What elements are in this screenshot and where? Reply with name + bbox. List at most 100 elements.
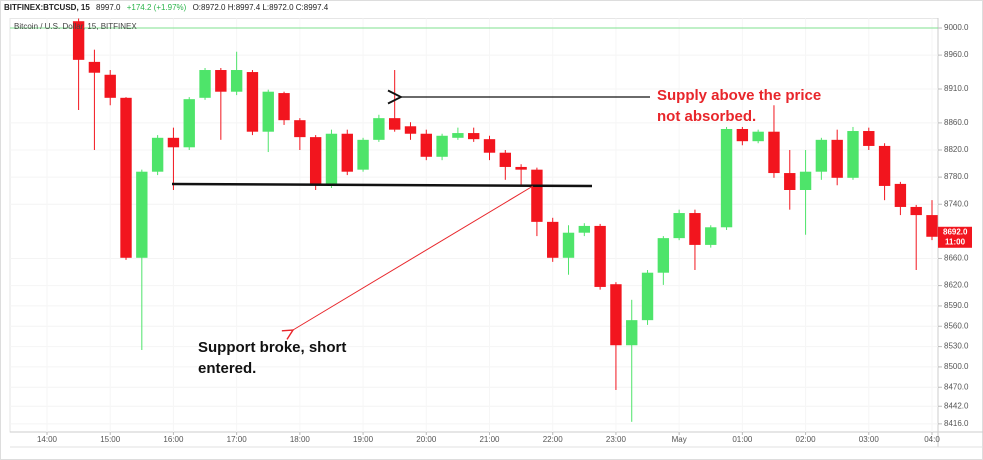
candle-body — [420, 133, 432, 157]
x-tick-label: 15:00 — [100, 435, 121, 444]
candle-body — [547, 221, 559, 258]
candle-body — [736, 128, 749, 142]
y-tick-label: 8530.0 — [944, 342, 969, 351]
candle-body — [531, 169, 543, 222]
candle-body — [910, 206, 922, 216]
candle-body — [578, 225, 591, 233]
candle-body — [610, 284, 622, 346]
y-tick-label: 8780.0 — [944, 172, 969, 181]
price-tag — [938, 226, 972, 248]
y-tick-label: 8470.0 — [944, 382, 969, 391]
annotation: not absorbed. — [657, 108, 756, 125]
y-tick-label: 8500.0 — [944, 362, 969, 371]
candle-body — [436, 135, 448, 157]
candle-body — [325, 133, 338, 186]
x-tick-label: May — [672, 435, 687, 444]
candle-body — [641, 272, 654, 321]
y-tick-label: 9000.0 — [944, 23, 969, 32]
candle-body — [768, 131, 780, 174]
candle-body — [499, 152, 511, 167]
chart-title: Bitcoin / U.S. Dollar, 15, BITFINEX — [14, 22, 137, 31]
candle-body — [468, 133, 480, 140]
header: BITFINEX:BTCUSD, 15 8997.0 +174.2 (+1.97… — [4, 3, 329, 12]
candle-body — [72, 21, 85, 60]
y-tick-label: 8740.0 — [944, 199, 969, 208]
x-tick-label: 19:00 — [353, 435, 374, 444]
y-tick-label: 8860.0 — [944, 118, 969, 127]
candle-body — [847, 131, 859, 178]
y-tick-label: 8820.0 — [944, 145, 969, 154]
change: +174.2 (+1.97%) — [127, 3, 187, 12]
x-tick-label: 17:00 — [227, 435, 248, 444]
candle-body — [926, 215, 938, 237]
candles — [72, 18, 938, 422]
candle-body — [136, 171, 148, 258]
candle-body — [784, 173, 796, 191]
candle-body — [167, 137, 180, 148]
y-tick-label: 8910.0 — [944, 84, 969, 93]
candle-body — [705, 227, 717, 245]
candle-body — [831, 139, 843, 178]
candle-body — [341, 133, 353, 172]
candle-body — [878, 145, 891, 186]
candle-body — [230, 70, 243, 92]
candle-body — [278, 93, 290, 121]
y-tick-label: 8560.0 — [944, 321, 969, 330]
candle-body — [373, 118, 385, 140]
x-tick-label: 01:00 — [732, 435, 753, 444]
y-tick-label: 8660.0 — [944, 254, 969, 263]
x-tick-label: 16:00 — [163, 435, 184, 444]
candle-body — [183, 99, 195, 148]
annotation: Support broke, short — [198, 339, 346, 356]
candle-body — [894, 183, 907, 207]
last-price: 8997.0 — [96, 3, 121, 12]
y-tick-label: 8960.0 — [944, 50, 969, 59]
candle-body — [388, 118, 401, 130]
x-tick-label: 22:00 — [543, 435, 564, 444]
candle-body — [404, 126, 417, 134]
support-line — [171, 182, 593, 188]
symbol: BITFINEX:BTCUSD, 15 — [4, 3, 90, 12]
candle-body — [626, 320, 638, 346]
candle-body — [483, 139, 496, 153]
support-arrow — [293, 185, 534, 330]
x-tick-label: 23:00 — [606, 435, 627, 444]
x-tick-label: 14:00 — [37, 435, 58, 444]
candle-body — [815, 139, 828, 172]
candle-body — [720, 128, 733, 228]
candle-body — [262, 91, 274, 132]
candle-body — [151, 137, 164, 172]
candle-body — [673, 213, 685, 239]
price-tag-label: 8692.0 — [943, 227, 968, 236]
candle-body — [357, 139, 369, 170]
countdown: 11:00 — [945, 237, 966, 246]
y-tick-label: 8442.0 — [944, 401, 969, 410]
candle-body — [246, 72, 259, 132]
y-tick-label: 8416.0 — [944, 419, 969, 428]
candle-body — [452, 133, 464, 138]
candle-body — [294, 120, 306, 138]
candle-body — [657, 238, 670, 273]
candle-body — [104, 74, 116, 98]
candle-body — [515, 166, 527, 170]
ohlc: O:8972.0 H:8997.4 L:8972.0 C:8997.4 — [193, 3, 329, 12]
x-tick-label: 18:00 — [290, 435, 311, 444]
candle-body — [689, 213, 701, 245]
x-tick-label: 04:0 — [924, 435, 940, 444]
y-tick-label: 8620.0 — [944, 281, 969, 290]
x-tick-label: 03:00 — [859, 435, 880, 444]
y-tick-label: 8590.0 — [944, 301, 969, 310]
candle-body — [562, 232, 575, 258]
annotation: Supply above the price — [657, 87, 821, 104]
x-tick-label: 02:00 — [796, 435, 817, 444]
candle-body — [594, 225, 606, 287]
x-tick-label: 21:00 — [479, 435, 500, 444]
candle-body — [120, 97, 132, 258]
candle-body — [215, 70, 227, 92]
candle-body — [199, 70, 211, 98]
axes: 9000.0 8960.0 8910.0 8860.0 8820.0 8780.0 8740… — [37, 23, 972, 444]
annotation: entered. — [198, 360, 256, 377]
